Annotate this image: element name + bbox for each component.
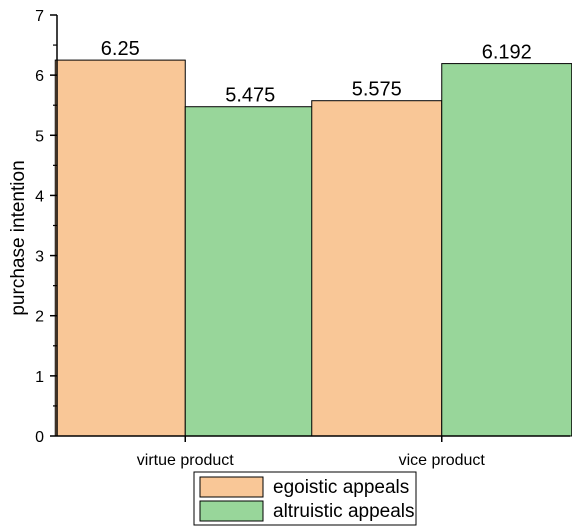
data-label: 6.25	[101, 38, 140, 60]
y-axis-title: purchase intention	[8, 160, 29, 315]
legend-label: altruistic appeals	[273, 501, 415, 522]
x-tick-label: vice product	[399, 452, 486, 469]
plot-area: 6.25 5.475 virtue product 5.575 6.192 vice pr…	[35, 8, 572, 469]
legend-label: egoistic appeals	[273, 477, 409, 498]
legend-swatch	[199, 476, 264, 498]
data-label: 6.192	[482, 42, 532, 64]
y-tick-label: 6	[35, 68, 44, 85]
y-tick-label: 2	[35, 309, 44, 326]
bar	[54, 59, 186, 437]
legend: egoistic appeals altruistic appeals	[193, 471, 417, 526]
bar	[184, 106, 316, 437]
bar	[311, 100, 443, 437]
y-tick-label: 4	[35, 188, 44, 205]
y-tick-label: 1	[35, 369, 44, 386]
y-tick-label: 3	[35, 249, 44, 266]
y-tick-label: 5	[35, 128, 44, 145]
y-tick-label: 0	[35, 429, 44, 446]
legend-swatch	[199, 500, 264, 522]
y-tick-label: 7	[35, 8, 44, 25]
data-label: 5.475	[225, 85, 275, 107]
data-label: 5.575	[352, 79, 402, 101]
bar	[441, 63, 572, 437]
x-tick-label: virtue product	[137, 452, 234, 469]
